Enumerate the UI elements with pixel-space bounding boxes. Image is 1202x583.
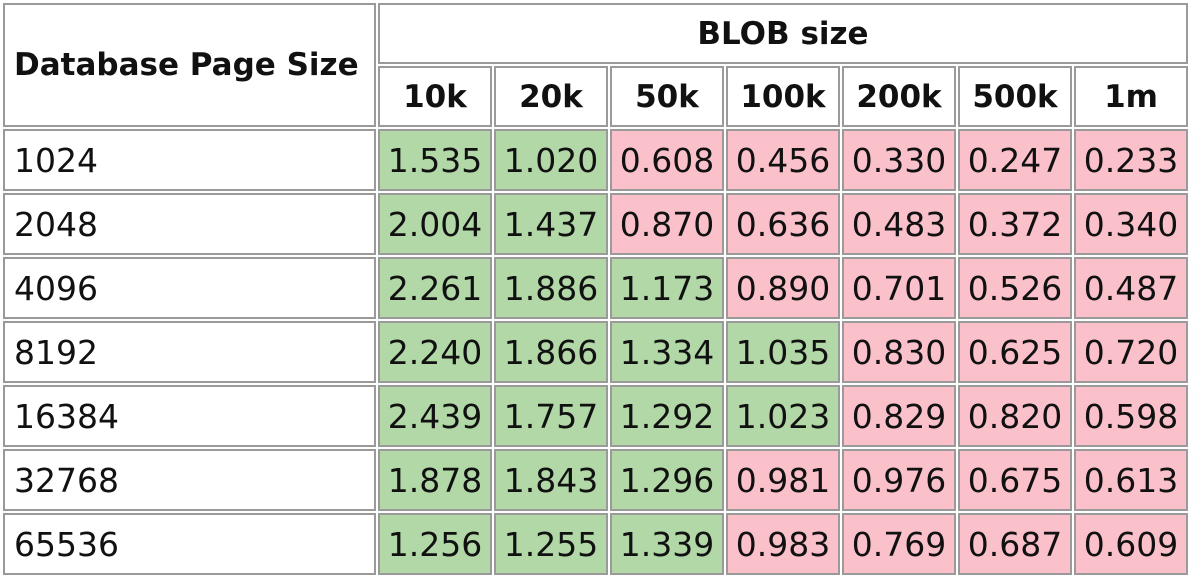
value-cell: 1.296: [610, 449, 724, 511]
value-cell: 0.526: [958, 257, 1072, 319]
value-cell: 1.020: [494, 129, 608, 191]
row-header-cell: 8192: [3, 321, 376, 383]
header-row-columns: 10k 20k 50k 100k 200k 500k 1m: [3, 66, 1188, 127]
row-header-cell: 2048: [3, 193, 376, 255]
header-row-group: Database Page Size BLOB size: [3, 3, 1188, 127]
table-row: 1024 1.535 1.020 0.608 0.456 0.330 0.247…: [3, 129, 1188, 191]
value-cell: 0.675: [958, 449, 1072, 511]
value-cell: 0.613: [1074, 449, 1188, 511]
value-cell: 0.340: [1074, 193, 1188, 255]
value-cell: 1.334: [610, 321, 724, 383]
value-cell: 1.843: [494, 449, 608, 511]
value-cell: 0.609: [1074, 513, 1188, 575]
value-cell: 1.535: [378, 129, 492, 191]
value-cell: 1.035: [726, 321, 840, 383]
value-cell: 0.983: [726, 513, 840, 575]
value-cell: 0.456: [726, 129, 840, 191]
table-row: 2048 2.004 1.437 0.870 0.636 0.483 0.372…: [3, 193, 1188, 255]
column-header: 100k: [726, 66, 840, 127]
value-cell: 0.625: [958, 321, 1072, 383]
value-cell: 0.372: [958, 193, 1072, 255]
value-cell: 0.820: [958, 385, 1072, 447]
value-cell: 1.023: [726, 385, 840, 447]
value-cell: 0.247: [958, 129, 1072, 191]
value-cell: 1.757: [494, 385, 608, 447]
table-row: 8192 2.240 1.866 1.334 1.035 0.830 0.625…: [3, 321, 1188, 383]
value-cell: 1.437: [494, 193, 608, 255]
row-header-title: Database Page Size: [3, 3, 376, 127]
value-cell: 0.890: [726, 257, 840, 319]
value-cell: 1.173: [610, 257, 724, 319]
value-cell: 1.886: [494, 257, 608, 319]
value-cell: 0.233: [1074, 129, 1188, 191]
value-cell: 0.829: [842, 385, 956, 447]
value-cell: 0.981: [726, 449, 840, 511]
value-cell: 0.608: [610, 129, 724, 191]
value-cell: 2.240: [378, 321, 492, 383]
row-header-cell: 65536: [3, 513, 376, 575]
value-cell: 1.878: [378, 449, 492, 511]
row-header-cell: 16384: [3, 385, 376, 447]
value-cell: 0.483: [842, 193, 956, 255]
value-cell: 0.636: [726, 193, 840, 255]
table-body: 1024 1.535 1.020 0.608 0.456 0.330 0.247…: [3, 129, 1188, 575]
value-cell: 1.256: [378, 513, 492, 575]
value-cell: 2.004: [378, 193, 492, 255]
value-cell: 1.255: [494, 513, 608, 575]
table-row: 4096 2.261 1.886 1.173 0.890 0.701 0.526…: [3, 257, 1188, 319]
table-row: 65536 1.256 1.255 1.339 0.983 0.769 0.68…: [3, 513, 1188, 575]
value-cell: 2.439: [378, 385, 492, 447]
value-cell: 0.687: [958, 513, 1072, 575]
row-header-cell: 1024: [3, 129, 376, 191]
value-cell: 0.976: [842, 449, 956, 511]
value-cell: 0.487: [1074, 257, 1188, 319]
value-cell: 0.598: [1074, 385, 1188, 447]
value-cell: 0.330: [842, 129, 956, 191]
column-header: 10k: [378, 66, 492, 127]
column-header: 20k: [494, 66, 608, 127]
row-header-cell: 4096: [3, 257, 376, 319]
value-cell: 1.866: [494, 321, 608, 383]
value-cell: 1.339: [610, 513, 724, 575]
value-cell: 1.292: [610, 385, 724, 447]
value-cell: 0.720: [1074, 321, 1188, 383]
column-header: 500k: [958, 66, 1072, 127]
column-header: 1m: [1074, 66, 1188, 127]
value-cell: 0.701: [842, 257, 956, 319]
column-header: 50k: [610, 66, 724, 127]
column-group-title: BLOB size: [378, 3, 1188, 64]
table-row: 32768 1.878 1.843 1.296 0.981 0.976 0.67…: [3, 449, 1188, 511]
value-cell: 0.870: [610, 193, 724, 255]
value-cell: 0.830: [842, 321, 956, 383]
value-cell: 0.769: [842, 513, 956, 575]
row-header-cell: 32768: [3, 449, 376, 511]
blob-performance-table: Database Page Size BLOB size 10k 20k 50k…: [1, 1, 1190, 577]
value-cell: 2.261: [378, 257, 492, 319]
table-row: 16384 2.439 1.757 1.292 1.023 0.829 0.82…: [3, 385, 1188, 447]
column-header: 200k: [842, 66, 956, 127]
